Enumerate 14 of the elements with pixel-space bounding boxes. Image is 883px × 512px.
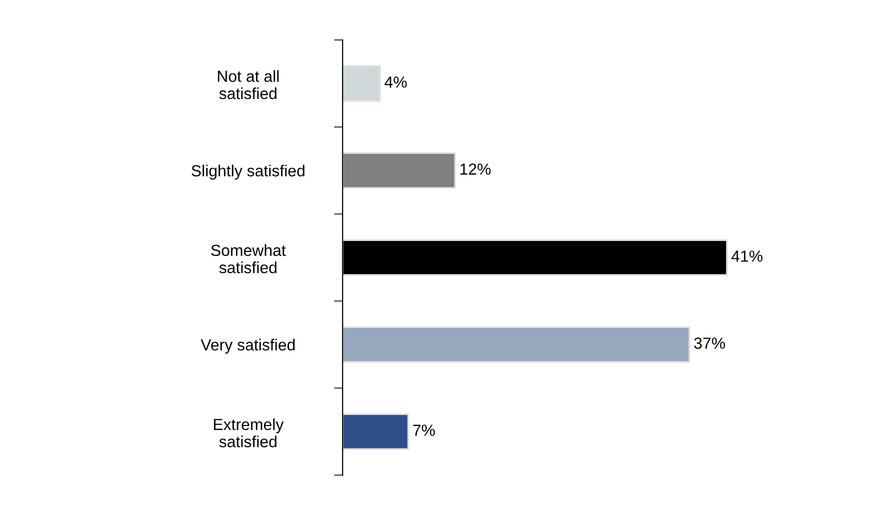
bar — [342, 152, 456, 189]
data-label: 37% — [694, 338, 725, 349]
y-tick-label: Extremely satisfied — [214, 418, 284, 448]
data-label: 41% — [731, 250, 762, 262]
y-tick-label: Slightly satisfied — [192, 164, 304, 180]
data-label: 12% — [460, 163, 491, 175]
data-label: 7% — [413, 424, 435, 436]
data-label: 4% — [384, 76, 407, 88]
y-tick-label: Somewhat satisfied — [211, 244, 286, 274]
bar — [342, 65, 381, 102]
y-tick-label: Not at all satisfied — [218, 70, 279, 100]
bar — [342, 326, 690, 363]
bar — [342, 413, 410, 450]
y-tick-label: Very satisfied — [200, 338, 295, 354]
